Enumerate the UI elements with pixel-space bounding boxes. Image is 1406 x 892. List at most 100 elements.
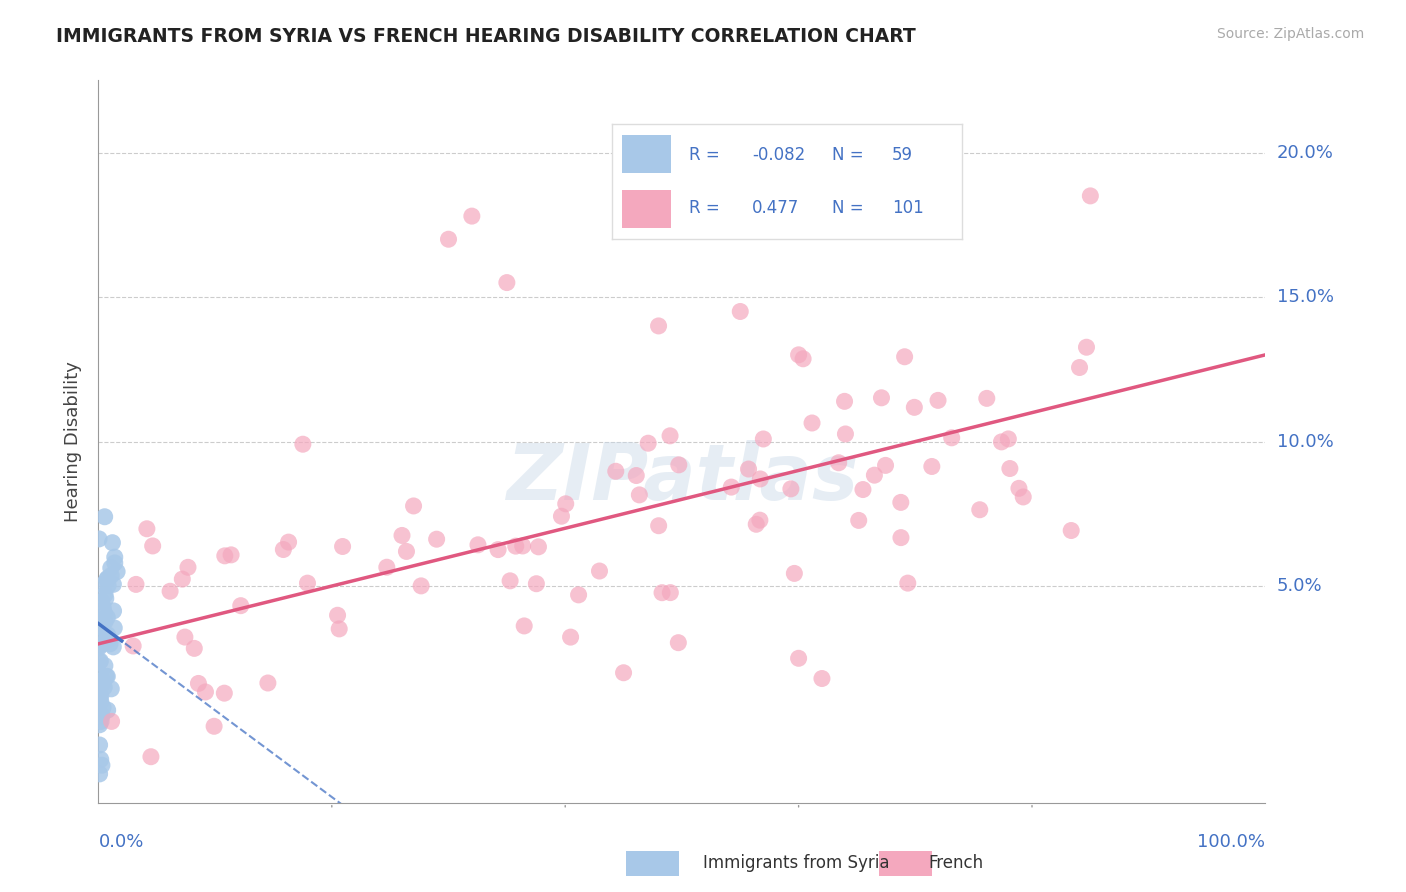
Point	[852, 483, 875, 497]
Point	[89, 654, 111, 668]
Point	[177, 560, 200, 574]
Point	[647, 318, 669, 333]
Point	[927, 393, 949, 408]
Point	[792, 351, 814, 366]
Point	[91, 624, 114, 638]
Point	[1008, 481, 1031, 495]
Point	[637, 436, 659, 450]
Point	[550, 509, 572, 524]
Point	[848, 513, 870, 527]
Point	[834, 394, 856, 409]
Point	[94, 587, 117, 601]
Point	[730, 304, 752, 318]
Point	[783, 566, 806, 581]
Point	[89, 680, 111, 694]
Point	[91, 600, 114, 615]
Text: 20.0%: 20.0%	[1277, 144, 1333, 161]
Point	[96, 573, 118, 587]
Point	[737, 462, 759, 476]
Point	[828, 456, 851, 470]
Point	[87, 674, 110, 689]
Point	[89, 767, 111, 781]
Text: 10.0%: 10.0%	[1277, 433, 1333, 450]
Point	[326, 608, 349, 623]
Point	[505, 539, 527, 553]
Point	[801, 416, 824, 430]
Point	[94, 658, 117, 673]
Point	[1069, 360, 1091, 375]
Point	[870, 391, 893, 405]
Point	[98, 632, 121, 647]
Point	[91, 675, 114, 690]
Text: French: French	[928, 855, 983, 872]
Point	[90, 594, 112, 608]
Point	[90, 689, 112, 703]
Point	[89, 738, 111, 752]
Point	[375, 560, 398, 574]
Point	[105, 565, 128, 579]
Point	[328, 622, 350, 636]
Point	[659, 585, 682, 599]
Point	[214, 549, 236, 563]
Point	[91, 577, 114, 591]
Point	[997, 432, 1019, 446]
Point	[897, 576, 920, 591]
Point	[90, 695, 112, 709]
Point	[863, 468, 886, 483]
Point	[90, 615, 112, 630]
Point	[90, 620, 112, 634]
Point	[512, 539, 534, 553]
Point	[90, 709, 112, 723]
Point	[93, 509, 115, 524]
Point	[1080, 189, 1102, 203]
Point	[976, 392, 998, 406]
Point	[94, 591, 117, 606]
Point	[659, 429, 682, 443]
Point	[96, 571, 118, 585]
Point	[1012, 490, 1035, 504]
Point	[159, 584, 181, 599]
Point	[787, 651, 810, 665]
Point	[893, 350, 915, 364]
Point	[172, 572, 194, 586]
Point	[100, 714, 122, 729]
Point	[91, 637, 114, 651]
Point	[273, 542, 295, 557]
Point	[187, 676, 209, 690]
Point	[89, 718, 111, 732]
Point	[214, 686, 236, 700]
Point	[277, 535, 299, 549]
Point	[780, 482, 803, 496]
Text: IMMIGRANTS FROM SYRIA VS FRENCH HEARING DISABILITY CORRELATION CHART: IMMIGRANTS FROM SYRIA VS FRENCH HEARING …	[56, 27, 915, 45]
Point	[411, 579, 433, 593]
Point	[496, 276, 519, 290]
Point	[104, 556, 127, 570]
Point	[103, 621, 125, 635]
Point	[100, 568, 122, 582]
Point	[91, 677, 114, 691]
Point	[96, 610, 118, 624]
Point	[103, 604, 125, 618]
Point	[811, 672, 834, 686]
Point	[90, 752, 112, 766]
Point	[183, 641, 205, 656]
Point	[103, 640, 125, 654]
Point	[101, 535, 124, 549]
Point	[219, 548, 242, 562]
Point	[605, 464, 627, 478]
Point	[745, 517, 768, 532]
Point	[87, 640, 110, 655]
Point	[96, 669, 118, 683]
Point	[437, 232, 460, 246]
Point	[104, 550, 127, 565]
Point	[668, 458, 690, 472]
Point	[395, 544, 418, 558]
Point	[122, 639, 145, 653]
Point	[94, 615, 117, 629]
Point	[560, 630, 582, 644]
Point	[332, 540, 354, 554]
Point	[568, 588, 591, 602]
Point	[93, 680, 115, 694]
Point	[87, 681, 110, 696]
Point	[720, 480, 742, 494]
